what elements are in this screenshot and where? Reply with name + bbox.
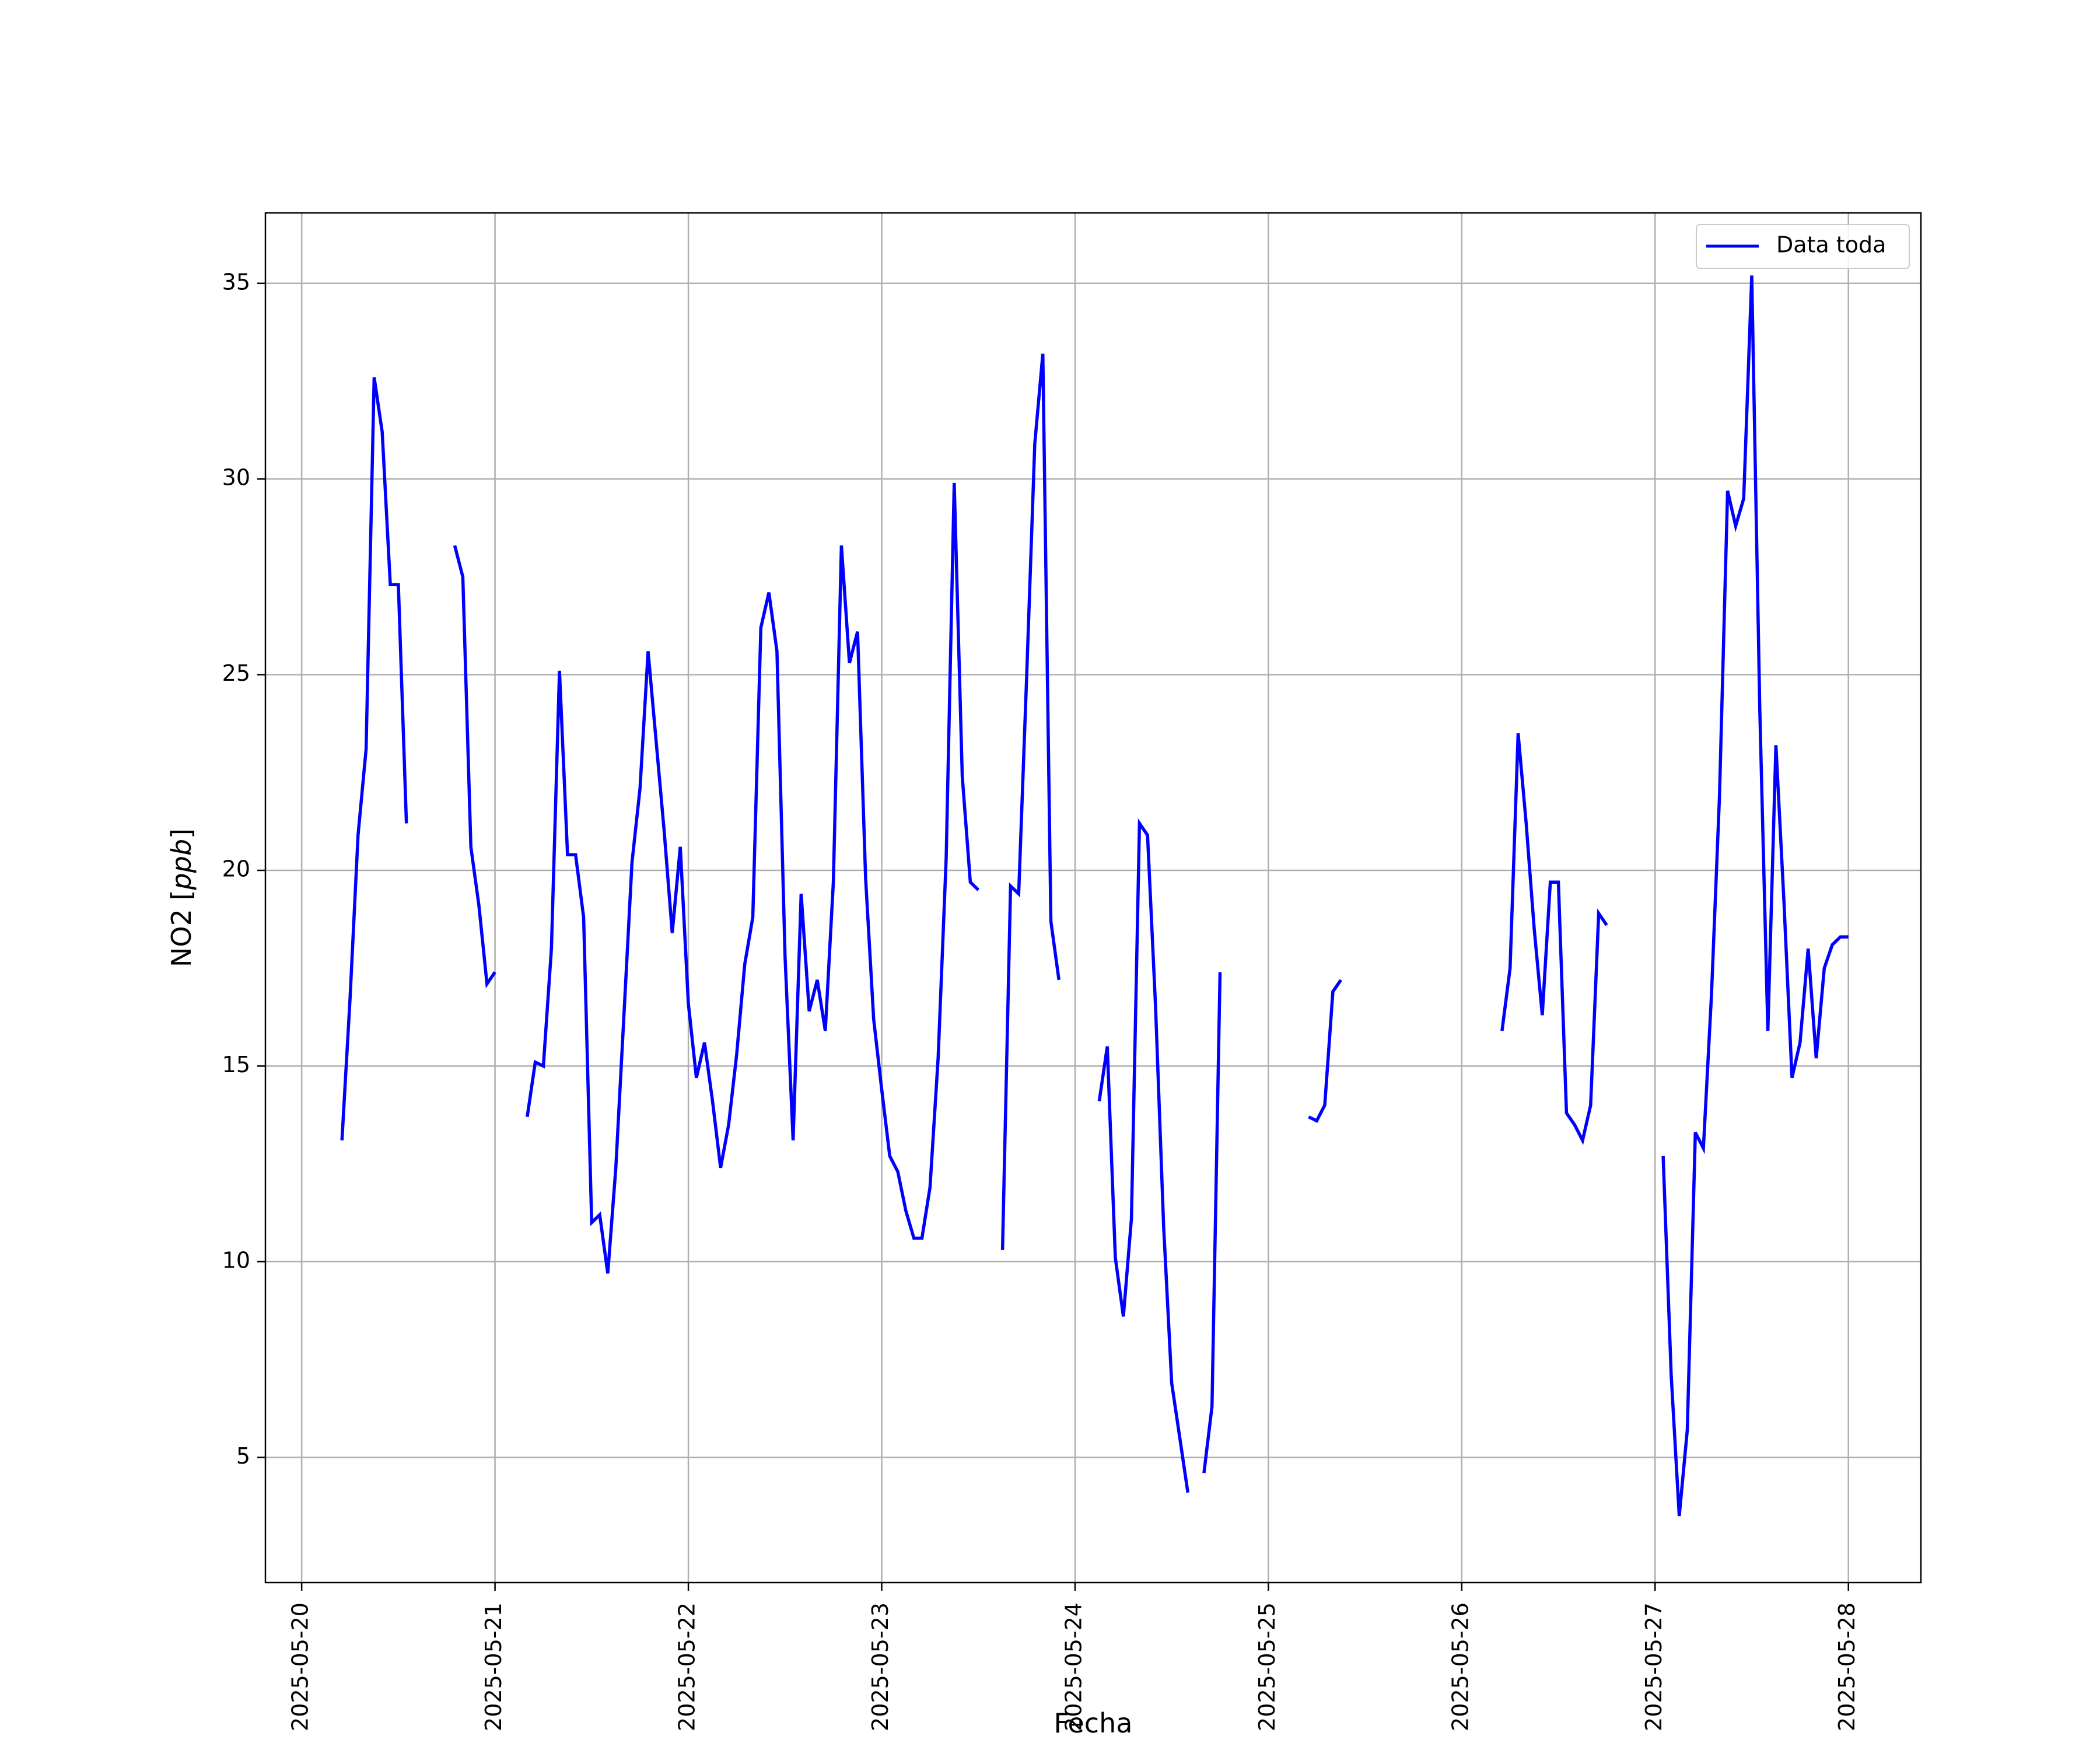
x-tick-label: 2025-05-20 [288,1602,313,1731]
y-tick-label: 35 [222,269,250,295]
data-series [340,275,1849,1517]
series-line-segment [1661,275,1849,1517]
y-tick-label: 10 [222,1247,250,1273]
y-axis-ticks: 5 10 15 20 25 30 35 [222,269,265,1469]
y-tick-label: 20 [222,856,250,882]
series-line-segment [526,482,980,1274]
x-tick-label: 2025-05-28 [1834,1602,1860,1731]
x-tick-label: 2025-05-26 [1447,1602,1473,1731]
y-tick-label: 30 [222,465,250,491]
series-line-segment [1202,972,1222,1474]
x-tick-label: 2025-05-24 [1060,1602,1086,1731]
y-tick-label: 25 [222,660,250,686]
series-line-segment [1500,733,1608,1145]
series-line-segment [340,377,408,1141]
x-tick-label: 2025-05-22 [674,1602,700,1731]
legend: Data toda [1696,224,1910,269]
series-line-segment [1097,818,1190,1493]
y-axis-label-bracket: ] [166,828,197,839]
x-tick-label: 2025-05-21 [481,1602,506,1731]
legend-label-data-toda: Data toda [1776,232,1886,258]
y-tick-label: 15 [222,1052,250,1077]
y-axis-label-unit: ppb [166,839,197,891]
series-line-segment [453,545,496,989]
y-tick-label: 5 [236,1443,250,1469]
series-line-segment [1308,979,1342,1124]
x-tick-label: 2025-05-23 [867,1602,893,1731]
x-tick-label: 2025-05-25 [1254,1602,1280,1731]
grid [265,213,1921,1583]
series-line-segment [1000,354,1061,1250]
y-axis-label-name: NO2 [ [166,890,197,967]
y-axis-label: NO2 [ppb] [166,828,197,967]
plot-area-frame [264,212,1922,1584]
x-axis-label: Fecha [1054,1707,1133,1739]
x-tick-label: 2025-05-27 [1641,1602,1667,1731]
legend-box [1696,224,1910,269]
x-axis-ticks: 2025-05-20 2025-05-21 2025-05-22 2025-05-23… [288,1583,1860,1731]
